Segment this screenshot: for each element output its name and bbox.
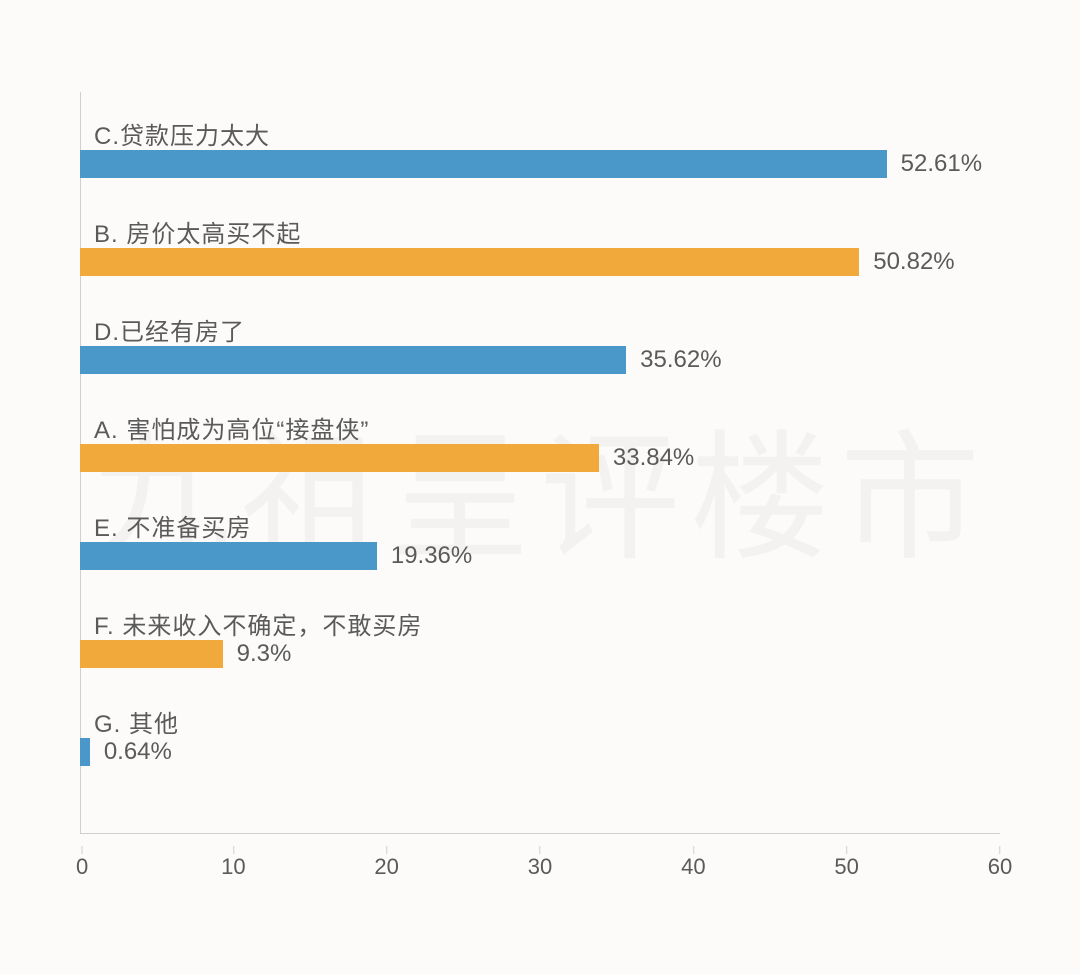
x-tick: 40	[681, 854, 705, 880]
x-tick: 20	[374, 854, 398, 880]
bar-label: D.已经有房了	[94, 312, 245, 347]
bar-label: C.贷款压力太大	[94, 116, 270, 151]
x-tick: 10	[221, 854, 245, 880]
x-axis-ticks: 0102030405060	[80, 834, 1000, 894]
chart-plot-area: C.贷款压力太大52.61%B. 房价太高买不起50.82%D.已经有房了35.…	[80, 92, 1000, 834]
bar-group: A. 害怕成为高位“接盘侠”33.84%	[80, 444, 1000, 472]
bar-rect	[80, 738, 90, 766]
bar-group: E. 不准备买房19.36%	[80, 542, 1000, 570]
bar-label: A. 害怕成为高位“接盘侠”	[94, 410, 369, 445]
bar-label: F. 未来收入不确定，不敢买房	[94, 606, 422, 641]
bar-group: C.贷款压力太大52.61%	[80, 150, 1000, 178]
bar-group: B. 房价太高买不起50.82%	[80, 248, 1000, 276]
x-tick: 30	[528, 854, 552, 880]
bar-label: E. 不准备买房	[94, 508, 251, 543]
bar-group: F. 未来收入不确定，不敢买房9.3%	[80, 640, 1000, 668]
bar-rect	[80, 542, 377, 570]
x-tick: 60	[988, 854, 1012, 880]
bar-rect	[80, 346, 626, 374]
bar-label: B. 房价太高买不起	[94, 214, 301, 249]
bar-value: 52.61%	[901, 150, 982, 178]
bar-value: 50.82%	[873, 248, 954, 276]
bar-value: 0.64%	[104, 738, 172, 766]
bar-value: 33.84%	[613, 444, 694, 472]
bar-group: D.已经有房了35.62%	[80, 346, 1000, 374]
bar-label: G. 其他	[94, 704, 179, 739]
bar-value: 9.3%	[237, 640, 292, 668]
bar-group: G. 其他0.64%	[80, 738, 1000, 766]
bar-rect	[80, 150, 887, 178]
bar-value: 35.62%	[640, 346, 721, 374]
bar-value: 19.36%	[391, 542, 472, 570]
bar-rect	[80, 248, 859, 276]
x-tick: 0	[76, 854, 88, 880]
bar-rect	[80, 444, 599, 472]
bar-rect	[80, 640, 223, 668]
x-tick: 50	[834, 854, 858, 880]
